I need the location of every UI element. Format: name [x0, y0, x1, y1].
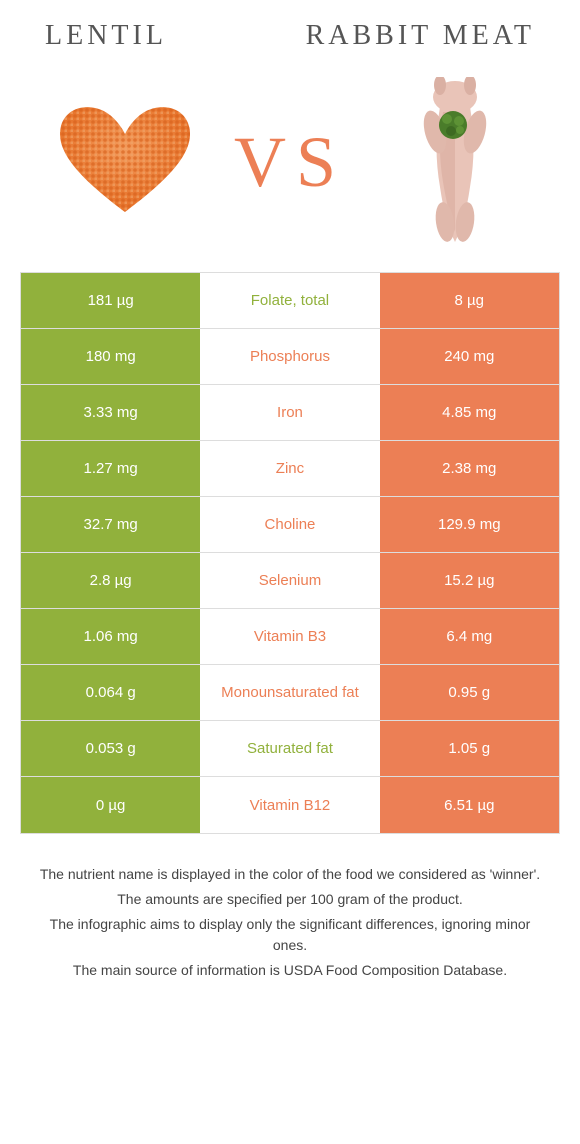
cell-right-value: 6.51 µg	[380, 777, 559, 833]
lentil-image	[45, 82, 205, 242]
header-titles: Lentil Rabbit meat	[15, 20, 565, 52]
title-right: Rabbit meat	[306, 20, 535, 52]
cell-right-value: 4.85 mg	[380, 385, 559, 440]
cell-right-value: 15.2 µg	[380, 553, 559, 608]
cell-nutrient-name: Iron	[200, 385, 379, 440]
cell-right-value: 2.38 mg	[380, 441, 559, 496]
table-row: 0.053 gSaturated fat1.05 g	[21, 721, 559, 777]
cell-left-value: 32.7 mg	[21, 497, 200, 552]
cell-nutrient-name: Monounsaturated fat	[200, 665, 379, 720]
footer-line-3: The infographic aims to display only the…	[35, 914, 545, 956]
cell-left-value: 0.064 g	[21, 665, 200, 720]
rabbit-image	[375, 82, 535, 242]
cell-left-value: 1.06 mg	[21, 609, 200, 664]
table-row: 3.33 mgIron4.85 mg	[21, 385, 559, 441]
comparison-table: 181 µgFolate, total8 µg180 mgPhosphorus2…	[20, 272, 560, 834]
rabbit-meat-icon	[405, 77, 505, 247]
infographic-container: Lentil Rabbit meat	[0, 0, 580, 1005]
cell-nutrient-name: Vitamin B12	[200, 777, 379, 833]
footer-line-1: The nutrient name is displayed in the co…	[35, 864, 545, 885]
title-left: Lentil	[45, 20, 167, 52]
cell-left-value: 1.27 mg	[21, 441, 200, 496]
cell-right-value: 6.4 mg	[380, 609, 559, 664]
cell-nutrient-name: Folate, total	[200, 273, 379, 328]
table-row: 1.06 mgVitamin B36.4 mg	[21, 609, 559, 665]
cell-nutrient-name: Vitamin B3	[200, 609, 379, 664]
cell-left-value: 0 µg	[21, 777, 200, 833]
table-row: 32.7 mgCholine129.9 mg	[21, 497, 559, 553]
cell-nutrient-name: Selenium	[200, 553, 379, 608]
cell-left-value: 2.8 µg	[21, 553, 200, 608]
cell-left-value: 180 mg	[21, 329, 200, 384]
table-row: 181 µgFolate, total8 µg	[21, 273, 559, 329]
cell-left-value: 181 µg	[21, 273, 200, 328]
cell-nutrient-name: Phosphorus	[200, 329, 379, 384]
cell-left-value: 3.33 mg	[21, 385, 200, 440]
cell-nutrient-name: Saturated fat	[200, 721, 379, 776]
cell-nutrient-name: Choline	[200, 497, 379, 552]
table-row: 2.8 µgSelenium15.2 µg	[21, 553, 559, 609]
cell-right-value: 240 mg	[380, 329, 559, 384]
vs-label: VS	[234, 121, 346, 204]
footer-notes: The nutrient name is displayed in the co…	[15, 834, 565, 981]
cell-right-value: 1.05 g	[380, 721, 559, 776]
cell-right-value: 129.9 mg	[380, 497, 559, 552]
table-row: 180 mgPhosphorus240 mg	[21, 329, 559, 385]
table-row: 0.064 gMonounsaturated fat0.95 g	[21, 665, 559, 721]
cell-left-value: 0.053 g	[21, 721, 200, 776]
cell-right-value: 0.95 g	[380, 665, 559, 720]
cell-nutrient-name: Zinc	[200, 441, 379, 496]
table-row: 0 µgVitamin B126.51 µg	[21, 777, 559, 833]
cell-right-value: 8 µg	[380, 273, 559, 328]
footer-line-2: The amounts are specified per 100 gram o…	[35, 889, 545, 910]
hero-row: VS	[15, 72, 565, 272]
table-row: 1.27 mgZinc2.38 mg	[21, 441, 559, 497]
lentil-heart-icon	[55, 102, 195, 222]
footer-line-4: The main source of information is USDA F…	[35, 960, 545, 981]
